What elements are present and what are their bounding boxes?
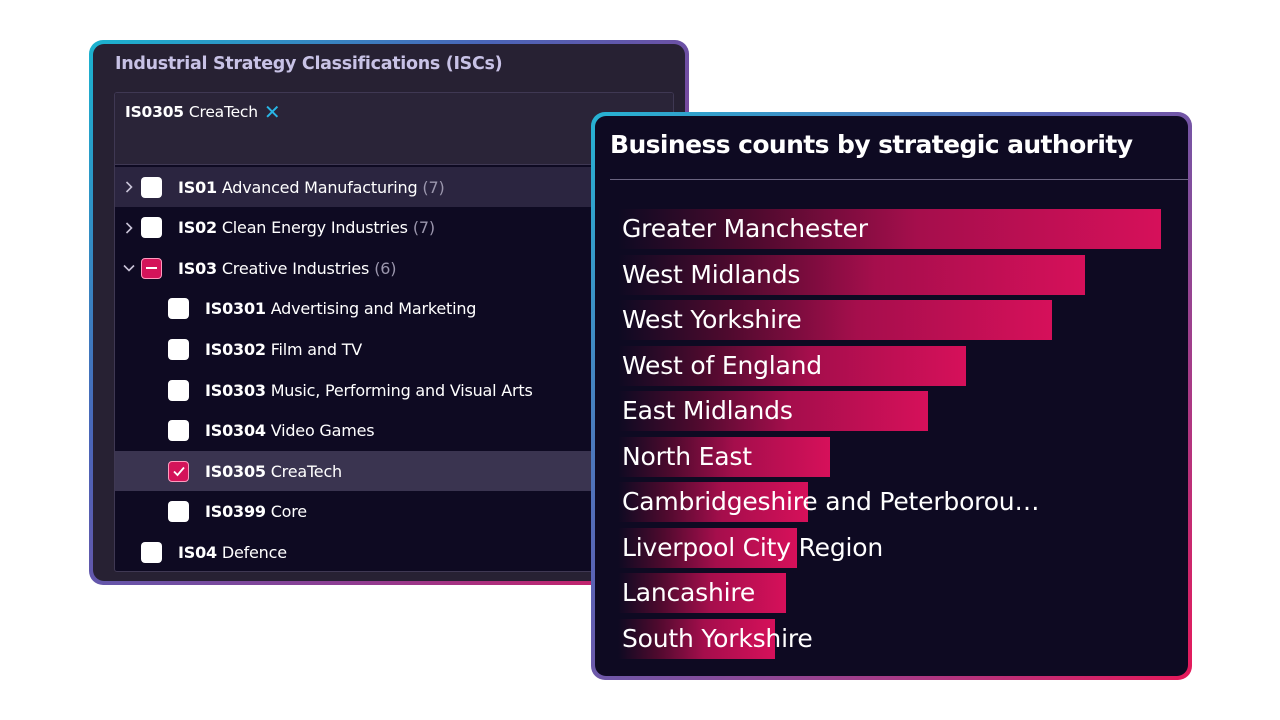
bar[interactable] bbox=[618, 618, 776, 659]
bar[interactable] bbox=[618, 345, 966, 386]
chart-panel-body: Business counts by strategic authority G… bbox=[595, 116, 1188, 676]
selected-values[interactable]: IS0305 CreaTech ✕ bbox=[115, 93, 673, 165]
bar-chart: Greater Manchester West Midlands West York… bbox=[595, 116, 1188, 676]
bar[interactable] bbox=[618, 254, 1085, 295]
bar-label: North East bbox=[622, 441, 752, 471]
checkbox[interactable] bbox=[168, 298, 189, 320]
checkmark-icon bbox=[172, 467, 185, 477]
item-code: IS03 bbox=[178, 258, 217, 278]
chart-title: Business counts by strategic authority bbox=[610, 130, 1133, 159]
chip-name: CreaTech bbox=[188, 103, 258, 121]
tree-item-label: IS03 Creative Industries (6) bbox=[178, 258, 397, 278]
item-code: IS0302 bbox=[205, 339, 266, 359]
isc-panel: Industrial Strategy Classifications (ISC… bbox=[89, 40, 689, 585]
chip-code: IS0305 bbox=[125, 103, 184, 121]
item-count: (6) bbox=[374, 258, 397, 278]
bar-label: Greater Manchester bbox=[622, 214, 868, 243]
tree-item-is04[interactable]: IS04 Defence bbox=[115, 532, 673, 571]
tree-item-is02[interactable]: IS02 Clean Energy Industries (7) bbox=[115, 208, 673, 248]
item-count: (7) bbox=[412, 218, 435, 238]
minus-icon bbox=[146, 267, 157, 270]
tree-item-is01[interactable]: IS01 Advanced Manufacturing (7) bbox=[115, 167, 673, 207]
bar[interactable] bbox=[618, 300, 1053, 340]
close-icon[interactable]: ✕ bbox=[263, 100, 281, 124]
chevron-down-icon[interactable] bbox=[122, 261, 136, 275]
tree-item-label: IS0399 Core bbox=[205, 502, 307, 522]
tree-item-label: IS04 Defence bbox=[178, 542, 287, 562]
tree-item-is0301[interactable]: IS0301 Advertising and Marketing bbox=[115, 289, 673, 329]
bar[interactable] bbox=[618, 482, 809, 522]
tree-item-is0305[interactable]: IS0305 CreaTech bbox=[115, 451, 673, 492]
tree-item-label: IS0305 CreaTech bbox=[205, 461, 342, 481]
checkbox[interactable] bbox=[168, 501, 189, 523]
title-divider bbox=[610, 179, 1188, 180]
bar-label: Cambridgeshire and Peterborou… bbox=[622, 487, 1040, 516]
checkbox[interactable] bbox=[141, 217, 162, 239]
item-code: IS0301 bbox=[205, 299, 266, 319]
tree-item-is03[interactable]: IS03 Creative Industries (6) bbox=[115, 248, 673, 288]
bar[interactable] bbox=[618, 527, 798, 568]
tree-item-label: IS0302 Film and TV bbox=[205, 339, 363, 359]
tree-item-is0303[interactable]: IS0303 Music, Performing and Visual Arts bbox=[115, 370, 673, 410]
tree-item-is0304[interactable]: IS0304 Video Games bbox=[115, 411, 673, 451]
tree-item-label: IS0303 Music, Performing and Visual Arts bbox=[205, 380, 533, 400]
checkbox[interactable] bbox=[141, 541, 162, 563]
bar-label: Liverpool City Region bbox=[622, 532, 884, 562]
checkbox[interactable] bbox=[141, 257, 162, 279]
bar[interactable] bbox=[618, 391, 928, 431]
item-code: IS02 bbox=[178, 218, 217, 238]
bar-label: East Midlands bbox=[622, 396, 793, 425]
chart-panel: Business counts by strategic authority G… bbox=[591, 112, 1192, 680]
bar[interactable] bbox=[618, 436, 830, 477]
bar-label: Lancashire bbox=[622, 578, 756, 607]
checkbox[interactable] bbox=[168, 379, 189, 401]
checkbox[interactable] bbox=[168, 460, 189, 482]
tree-item-label: IS01 Advanced Manufacturing (7) bbox=[178, 177, 445, 197]
bar-label: West of England bbox=[622, 350, 822, 380]
selected-chip: IS0305 CreaTech ✕ bbox=[125, 100, 281, 124]
checkbox[interactable] bbox=[168, 420, 189, 442]
tree-item-label: IS0301 Advertising and Marketing bbox=[205, 299, 477, 319]
item-code: IS0304 bbox=[205, 421, 266, 441]
next-chart-peek bbox=[620, 674, 920, 676]
item-code: IS0399 bbox=[205, 502, 266, 522]
chevron-right-icon[interactable] bbox=[122, 180, 136, 194]
chevron-right-icon[interactable] bbox=[122, 221, 136, 235]
checkbox[interactable] bbox=[168, 338, 189, 360]
tree-item-label: IS02 Clean Energy Industries (7) bbox=[178, 218, 435, 238]
tree-item-is0399[interactable]: IS0399 Core bbox=[115, 492, 673, 532]
item-code: IS04 bbox=[178, 542, 217, 562]
isc-tree-select[interactable]: IS0305 CreaTech ✕ IS01 Advanced Manufact… bbox=[114, 92, 674, 572]
bar[interactable] bbox=[618, 573, 787, 613]
item-code: IS0305 bbox=[205, 461, 266, 481]
bar-label: South Yorkshire bbox=[622, 623, 813, 653]
bar-label: West Yorkshire bbox=[622, 305, 802, 334]
bar[interactable] bbox=[618, 209, 1161, 249]
isc-panel-title: Industrial Strategy Classifications (ISC… bbox=[115, 54, 503, 74]
tree-item-is0302[interactable]: IS0302 Film and TV bbox=[115, 329, 673, 369]
item-code: IS0303 bbox=[205, 380, 266, 400]
item-count: (7) bbox=[422, 177, 445, 197]
item-code: IS01 bbox=[178, 177, 217, 197]
tree-item-label: IS0304 Video Games bbox=[205, 421, 375, 441]
checkbox[interactable] bbox=[141, 176, 162, 198]
isc-panel-body: Industrial Strategy Classifications (ISC… bbox=[93, 44, 685, 581]
bar-label: West Midlands bbox=[622, 259, 801, 289]
